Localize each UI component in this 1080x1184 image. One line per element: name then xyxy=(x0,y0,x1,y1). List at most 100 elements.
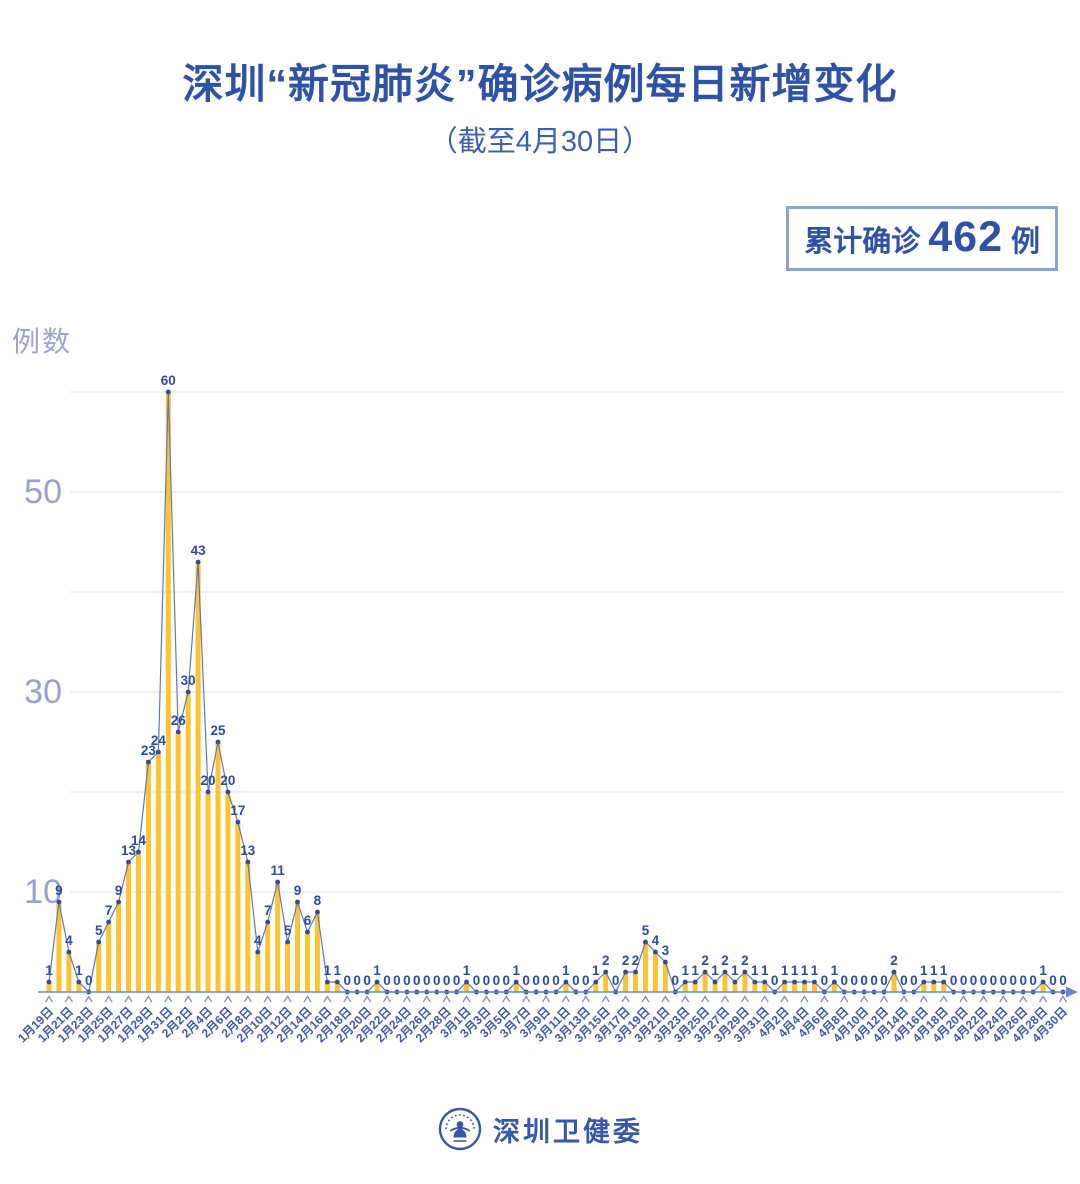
svg-text:10: 10 xyxy=(24,873,62,911)
svg-text:1: 1 xyxy=(711,963,719,978)
svg-text:1: 1 xyxy=(324,963,332,978)
footer: 深圳卫健委 xyxy=(0,1106,1080,1152)
svg-text:0: 0 xyxy=(343,973,351,988)
svg-text:0: 0 xyxy=(403,973,411,988)
svg-text:0: 0 xyxy=(353,973,361,988)
svg-text:9: 9 xyxy=(55,883,63,898)
badge-label: 累计确诊 xyxy=(804,226,921,258)
svg-text:1: 1 xyxy=(791,963,799,978)
svg-text:24: 24 xyxy=(151,733,167,748)
svg-text:1: 1 xyxy=(463,963,471,978)
svg-text:1: 1 xyxy=(562,963,570,978)
tick-carets xyxy=(44,995,1068,1003)
svg-text:0: 0 xyxy=(950,973,958,988)
daily-new-cases-chart: 1030501941057913142324602630432025201713… xyxy=(15,373,1078,1045)
svg-text:1: 1 xyxy=(831,963,839,978)
svg-text:25: 25 xyxy=(210,723,226,738)
svg-text:1: 1 xyxy=(761,963,769,978)
shenzhen-health-commission-logo-icon xyxy=(438,1107,482,1151)
data-points xyxy=(46,389,1066,995)
svg-text:1: 1 xyxy=(930,963,938,978)
svg-text:20: 20 xyxy=(201,773,216,788)
svg-text:13: 13 xyxy=(121,843,137,858)
svg-text:14: 14 xyxy=(131,833,147,848)
svg-text:0: 0 xyxy=(522,973,530,988)
svg-text:2: 2 xyxy=(890,953,898,968)
svg-text:1: 1 xyxy=(373,963,381,978)
svg-text:0: 0 xyxy=(503,973,511,988)
svg-text:0: 0 xyxy=(1029,973,1037,988)
svg-text:0: 0 xyxy=(1010,973,1018,988)
svg-text:2: 2 xyxy=(632,953,640,968)
svg-text:5: 5 xyxy=(284,923,292,938)
svg-text:0: 0 xyxy=(393,973,401,988)
svg-text:0: 0 xyxy=(423,973,431,988)
svg-text:4: 4 xyxy=(652,933,660,948)
svg-text:0: 0 xyxy=(413,973,421,988)
svg-text:1: 1 xyxy=(334,963,342,978)
y-tick-labels: 10 30 50 xyxy=(24,473,62,911)
badge-value: 462 xyxy=(928,213,1003,261)
svg-text:0: 0 xyxy=(980,973,988,988)
svg-text:1: 1 xyxy=(592,963,600,978)
svg-text:26: 26 xyxy=(171,713,187,728)
svg-text:0: 0 xyxy=(493,973,501,988)
page-subtitle: （截至4月30日） xyxy=(428,126,652,158)
svg-text:43: 43 xyxy=(191,543,207,558)
svg-text:0: 0 xyxy=(483,973,491,988)
svg-text:0: 0 xyxy=(443,973,451,988)
svg-text:1: 1 xyxy=(45,963,53,978)
gridlines xyxy=(70,391,1063,893)
svg-text:9: 9 xyxy=(115,883,123,898)
svg-text:0: 0 xyxy=(880,973,888,988)
y-axis-label: 例数 xyxy=(12,326,73,357)
svg-text:30: 30 xyxy=(24,673,62,711)
svg-text:7: 7 xyxy=(264,903,272,918)
svg-text:0: 0 xyxy=(383,973,391,988)
svg-text:1: 1 xyxy=(781,963,789,978)
svg-text:0: 0 xyxy=(970,973,978,988)
svg-text:1: 1 xyxy=(811,963,819,978)
svg-text:0: 0 xyxy=(433,973,441,988)
svg-text:0: 0 xyxy=(900,973,908,988)
svg-text:0: 0 xyxy=(542,973,550,988)
x-axis xyxy=(38,986,1078,998)
svg-text:0: 0 xyxy=(612,973,620,988)
value-labels: 1941057913142324602630432025201713471159… xyxy=(45,373,1066,988)
cumulative-total-badge: 累计确诊 462 例 xyxy=(786,206,1058,272)
footer-org-name: 深圳卫健委 xyxy=(493,1116,643,1147)
bars xyxy=(46,392,1046,992)
svg-text:1: 1 xyxy=(731,963,739,978)
svg-text:7: 7 xyxy=(105,903,113,918)
svg-text:8: 8 xyxy=(314,893,322,908)
page-title: 深圳“新冠肺炎”确诊病例每日新增变化 xyxy=(182,61,898,107)
date-labels: 1月19日1月21日1月23日1月25日1月27日1月29日1月31日2月2日2… xyxy=(15,1004,1070,1045)
svg-text:1: 1 xyxy=(1039,963,1047,978)
svg-text:6: 6 xyxy=(304,913,312,928)
svg-text:0: 0 xyxy=(672,973,680,988)
svg-text:4: 4 xyxy=(65,933,73,948)
svg-text:2: 2 xyxy=(701,953,709,968)
svg-text:1: 1 xyxy=(940,963,948,978)
svg-text:0: 0 xyxy=(841,973,849,988)
svg-text:1: 1 xyxy=(512,963,520,978)
svg-text:0: 0 xyxy=(532,973,540,988)
svg-text:0: 0 xyxy=(473,973,481,988)
svg-text:13: 13 xyxy=(240,843,256,858)
svg-text:0: 0 xyxy=(870,973,878,988)
svg-text:0: 0 xyxy=(453,973,461,988)
svg-text:0: 0 xyxy=(960,973,968,988)
svg-text:2: 2 xyxy=(622,953,630,968)
svg-text:0: 0 xyxy=(850,973,858,988)
svg-text:3: 3 xyxy=(662,943,670,958)
svg-text:0: 0 xyxy=(582,973,590,988)
svg-text:1: 1 xyxy=(691,963,699,978)
svg-text:0: 0 xyxy=(85,973,93,988)
svg-text:11: 11 xyxy=(271,863,286,878)
svg-text:20: 20 xyxy=(220,773,235,788)
svg-text:60: 60 xyxy=(161,373,176,388)
svg-text:0: 0 xyxy=(1059,973,1067,988)
svg-text:0: 0 xyxy=(1019,973,1027,988)
svg-text:1: 1 xyxy=(75,963,83,978)
